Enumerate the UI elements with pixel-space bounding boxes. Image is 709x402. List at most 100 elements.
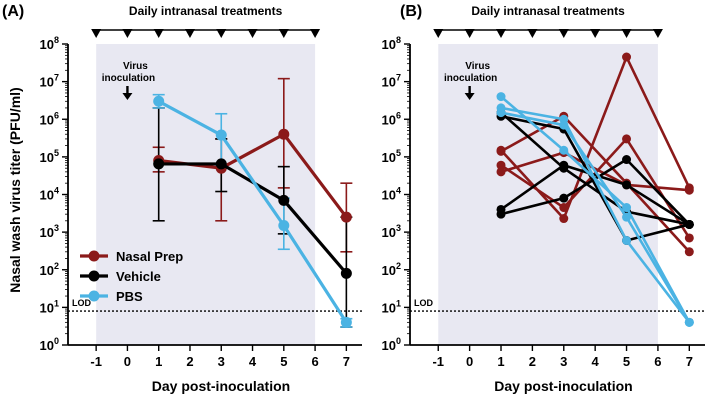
- treatment-arrow: [558, 29, 569, 38]
- data-point: [684, 247, 694, 257]
- treatment-label: Daily intranasal treatments: [129, 4, 283, 18]
- y-tick-label: 105: [382, 148, 401, 165]
- data-point: [622, 212, 632, 222]
- panel-label: (A): [2, 3, 24, 20]
- x-tick-label: 7: [686, 354, 693, 369]
- panel-label: (B): [400, 3, 422, 20]
- x-tick-label: 2: [529, 354, 536, 369]
- y-tick-label: 100: [382, 336, 401, 353]
- legend-swatch-marker: [88, 270, 100, 282]
- data-point: [340, 267, 352, 279]
- x-tick-label: 0: [124, 354, 131, 369]
- x-tick-label: 5: [623, 354, 630, 369]
- inoculation-label-line1: Virus: [465, 61, 490, 72]
- data-point: [496, 108, 506, 118]
- lod-label: LOD: [414, 298, 433, 308]
- series-line: [500, 106, 691, 324]
- treatment-arrow: [278, 29, 289, 38]
- data-point: [496, 160, 506, 170]
- data-point: [340, 211, 352, 223]
- y-tick-label: 104: [382, 186, 401, 203]
- treatment-arrow: [527, 29, 538, 38]
- treatment-arrow: [153, 29, 164, 38]
- data-point: [340, 316, 352, 328]
- treatment-arrow: [91, 29, 102, 38]
- data-point: [622, 235, 632, 245]
- treatment-arrow: [464, 29, 475, 38]
- data-point: [622, 180, 632, 190]
- y-tick-label: 104: [40, 186, 59, 203]
- inoculation-label-line2: inoculation: [444, 73, 497, 84]
- data-point: [215, 158, 227, 170]
- y-tick-label: 108: [40, 35, 59, 52]
- x-tick-label: 3: [218, 354, 225, 369]
- y-tick-label: 102: [382, 261, 401, 278]
- data-point: [622, 203, 632, 213]
- series-line: [500, 111, 690, 226]
- legend-swatch-marker: [88, 250, 100, 262]
- data-point: [496, 92, 506, 102]
- y-tick-label: 107: [40, 73, 59, 90]
- inoculation-label-line1: Virus: [123, 61, 148, 72]
- data-point: [559, 120, 569, 130]
- treatment-arrow: [433, 29, 444, 38]
- x-tick-label: 5: [280, 354, 287, 369]
- treatment-arrow: [184, 29, 195, 38]
- y-tick-label: 108: [382, 35, 401, 52]
- x-axis-label: Day post-inoculation: [494, 378, 632, 394]
- y-tick-label: 107: [382, 73, 401, 90]
- panel-a: LOD 100 101 102 103 104 105 106 107 108 -1 0 1 2 3 4 5 6 7…: [2, 3, 362, 394]
- data-point: [684, 219, 694, 229]
- data-point: [559, 193, 569, 203]
- treatment-arrow: [310, 29, 321, 38]
- legend-swatch-marker: [88, 290, 100, 302]
- data-point: [559, 203, 569, 213]
- treatment-shading: [96, 44, 316, 345]
- panel-b: LOD 100 101 102 103 104 105 106 107 108 -1 0 1 2 3 4 5 6 7…: [382, 3, 705, 394]
- y-tick-label: 102: [40, 261, 59, 278]
- y-tick-label: 101: [382, 298, 401, 315]
- treatment-shading: [438, 44, 658, 345]
- y-tick-label: 106: [40, 110, 59, 127]
- data-point: [559, 145, 569, 155]
- data-point: [278, 194, 290, 206]
- data-point: [622, 52, 632, 62]
- inoculation-arrow-head: [122, 93, 133, 100]
- data-point: [684, 185, 694, 195]
- lod-label: LOD: [72, 298, 91, 308]
- series-line: [500, 163, 691, 226]
- data-point: [215, 129, 227, 141]
- legend-label: Vehicle: [116, 269, 161, 284]
- x-tick-label: 7: [343, 354, 350, 369]
- treatment-arrow: [216, 29, 227, 38]
- x-tick-label: -1: [432, 354, 444, 369]
- series-line: [500, 151, 690, 192]
- x-tick-label: 1: [155, 354, 162, 369]
- y-tick-label: 103: [40, 223, 59, 240]
- treatment-arrow: [247, 29, 258, 38]
- legend-label: PBS: [116, 289, 143, 304]
- data-point: [559, 214, 569, 224]
- data-point: [278, 128, 290, 140]
- x-tick-label: -1: [90, 354, 102, 369]
- y-axis-label: Nasal wash virus titer (PFU/ml): [7, 87, 23, 292]
- treatment-arrow: [122, 29, 133, 38]
- x-tick-label: 4: [249, 354, 257, 369]
- data-point: [496, 204, 506, 214]
- data-point: [496, 167, 506, 177]
- x-tick-label: 6: [311, 354, 318, 369]
- data-point: [684, 233, 694, 243]
- data-point: [153, 95, 165, 107]
- inoculation-arrow-shaft: [468, 86, 471, 94]
- legend-label: Nasal Prep: [116, 249, 183, 264]
- y-tick-label: 106: [382, 110, 401, 127]
- x-tick-label: 6: [654, 354, 661, 369]
- data-point: [622, 134, 632, 144]
- y-tick-label: 103: [382, 223, 401, 240]
- series-line: [500, 111, 691, 324]
- data-point: [559, 163, 569, 173]
- treatment-arrow: [621, 29, 632, 38]
- inoculation-arrow-shaft: [126, 86, 129, 94]
- data-point: [622, 155, 632, 165]
